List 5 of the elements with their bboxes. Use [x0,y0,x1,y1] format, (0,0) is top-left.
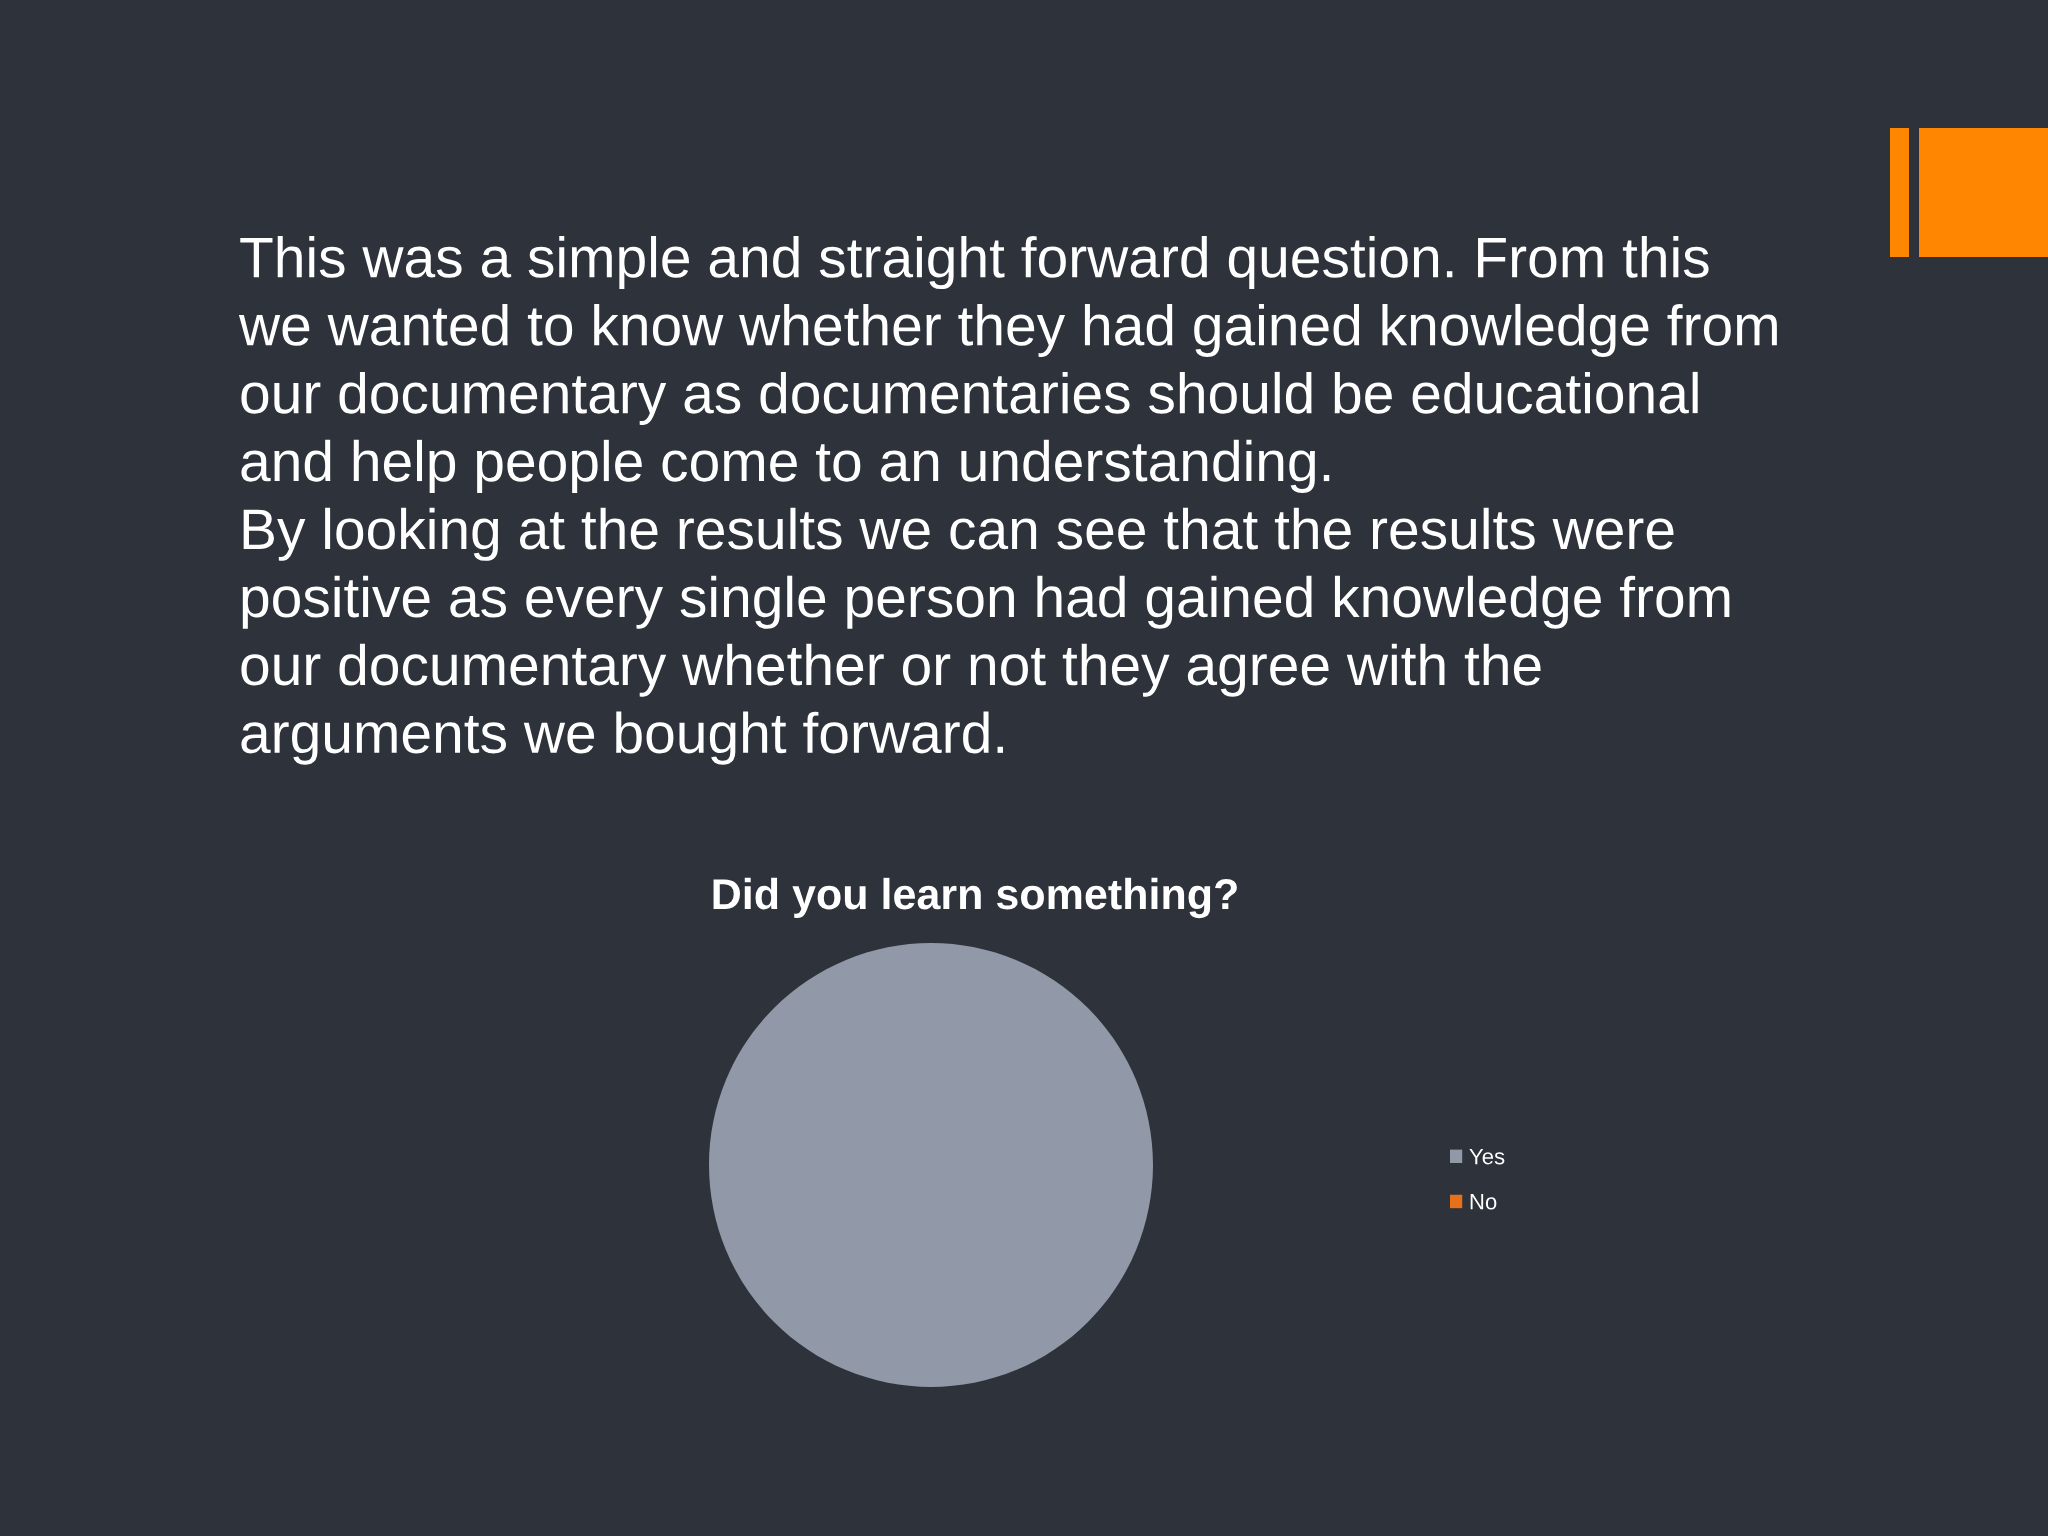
text: By looking at the results we can see that the results were positive as every single person had gained knowledge from our documentary whether or not they agree with the arguments we bought forward. [241,507,1730,765]
text: This was a simple and straight forward question. From this we wanted to know whether they had gained knowledge from our documentary as documentaries should be educational and help people come to an understanding. [238,236,1777,493]
legend-label: Yes [1469,1148,1505,1165]
chart-title: Did you learn something? [713,877,1237,919]
legend-label: No [1470,1194,1497,1210]
